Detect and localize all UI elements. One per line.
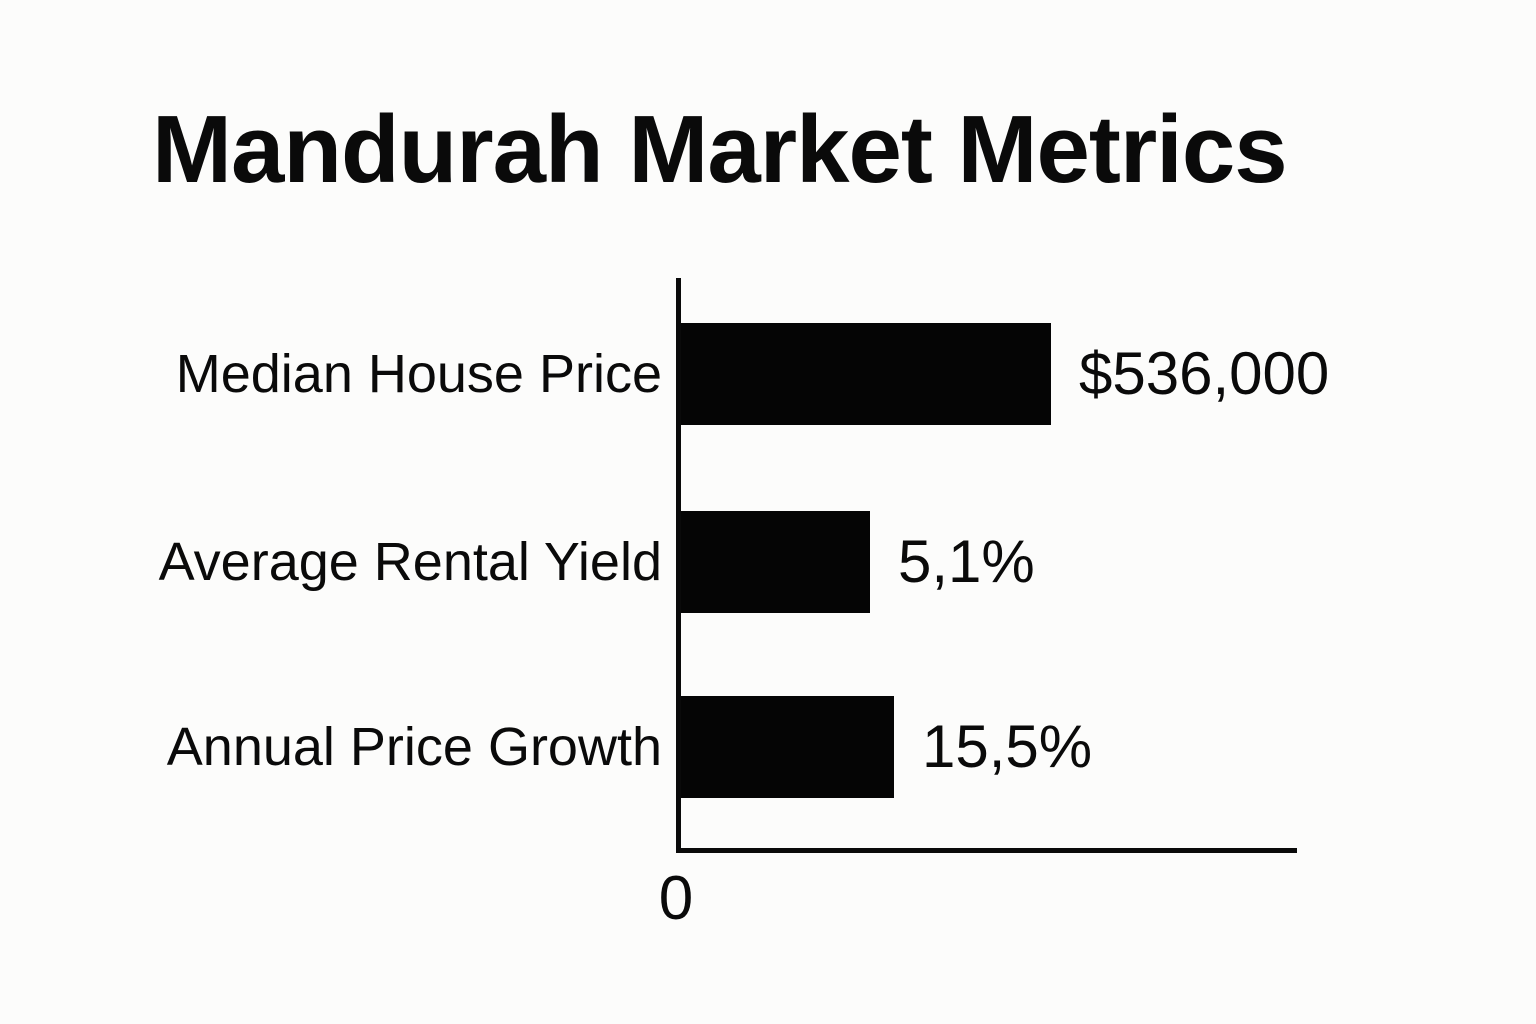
- bar-row: Annual Price Growth 15,5%: [0, 696, 1536, 798]
- category-label: Annual Price Growth: [166, 717, 662, 777]
- category-label: Median House Price: [175, 344, 662, 404]
- chart-title: Mandurah Market Metrics: [152, 96, 1288, 203]
- value-label: 15,5%: [922, 713, 1093, 780]
- bar: [681, 323, 1051, 425]
- bar: [681, 511, 870, 613]
- category-label: Average Rental Yield: [158, 532, 662, 592]
- bar: [681, 696, 894, 798]
- bar-row: Median House Price $536,000: [0, 323, 1536, 425]
- y-axis-line: [676, 278, 681, 853]
- x-axis-tick-label-zero: 0: [658, 864, 694, 933]
- x-axis-line: [676, 848, 1297, 853]
- bar-row: Average Rental Yield 5,1%: [0, 511, 1536, 613]
- value-label: $536,000: [1079, 340, 1330, 407]
- value-label: 5,1%: [898, 528, 1035, 595]
